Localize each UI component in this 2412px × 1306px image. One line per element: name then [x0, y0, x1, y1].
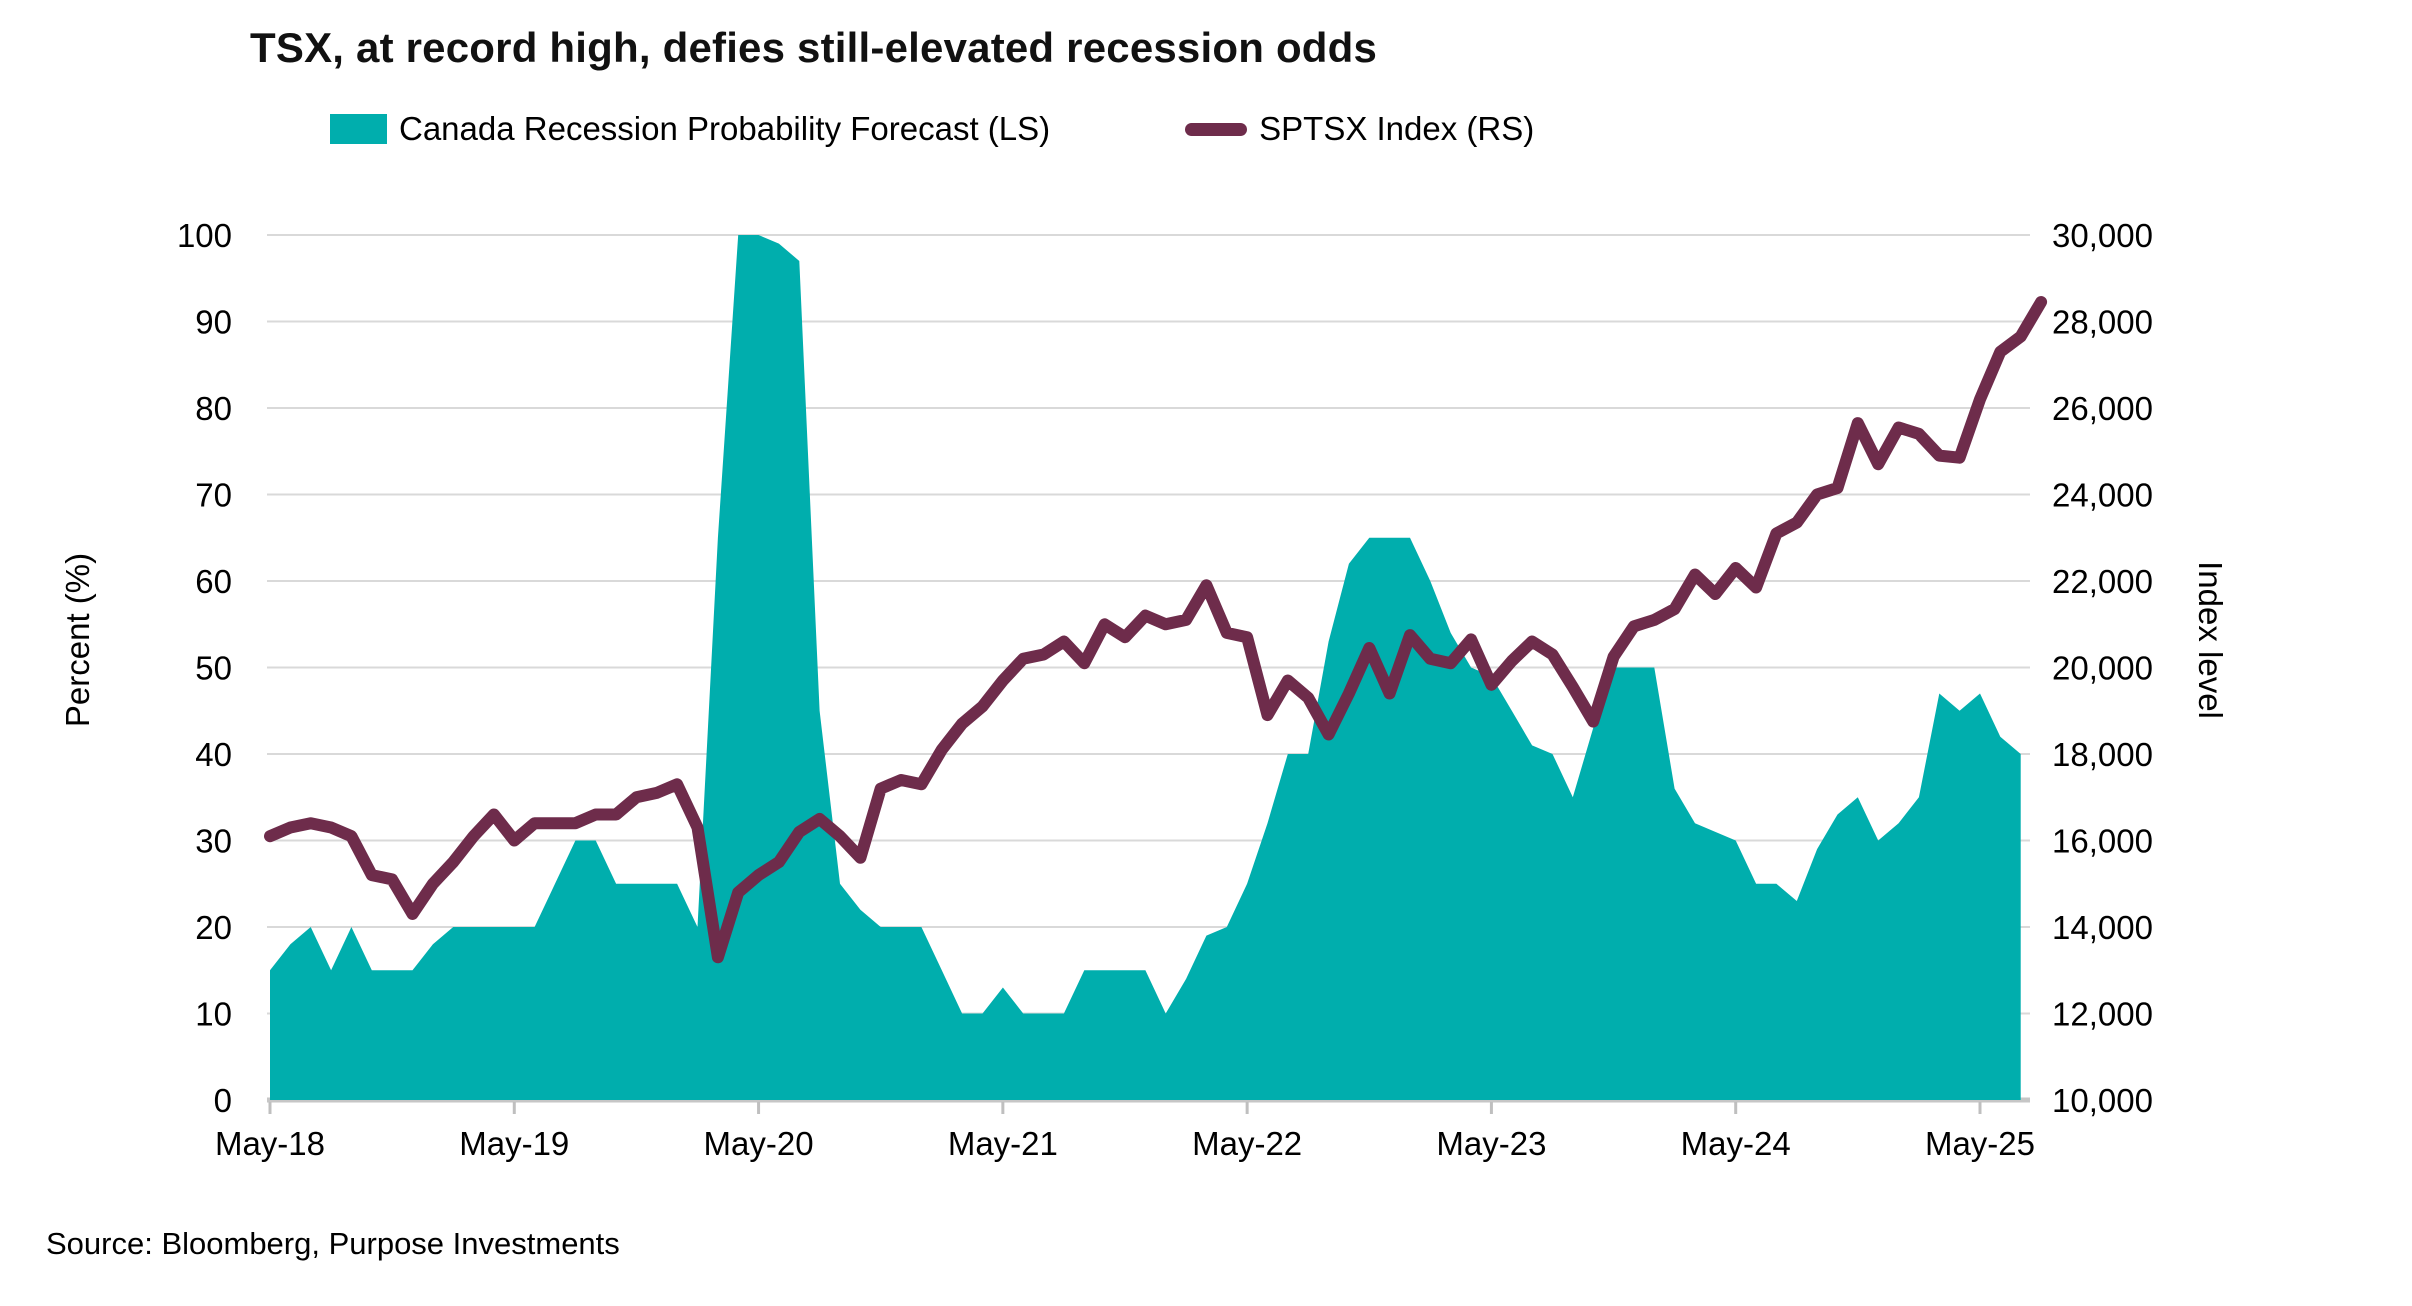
x-tick-label: May-19 — [459, 1125, 569, 1162]
y-tick-label-right: 18,000 — [2052, 736, 2153, 773]
x-tick-label: May-21 — [948, 1125, 1058, 1162]
legend-label-sptsx: SPTSX Index (RS) — [1259, 110, 1535, 147]
y-tick-label-left: 50 — [195, 650, 232, 687]
x-tick-label: May-24 — [1681, 1125, 1791, 1162]
x-tick-label: May-20 — [704, 1125, 814, 1162]
y-tick-label-left: 100 — [177, 217, 232, 254]
y-tick-label-left: 70 — [195, 477, 232, 514]
y-tick-label-left: 20 — [195, 909, 232, 946]
y-tick-label-left: 30 — [195, 823, 232, 860]
legend-item-recession: Canada Recession Probability Forecast (L… — [330, 110, 1050, 148]
y-tick-label-right: 10,000 — [2052, 1082, 2153, 1119]
x-tick-label: May-22 — [1192, 1125, 1302, 1162]
legend-swatch-recession-area — [330, 114, 387, 144]
y-tick-label-right: 12,000 — [2052, 996, 2153, 1033]
y-tick-label-left: 90 — [195, 304, 232, 341]
y-tick-label-right: 30,000 — [2052, 217, 2153, 254]
legend-label-recession: Canada Recession Probability Forecast (L… — [399, 110, 1051, 147]
y-tick-label-left: 10 — [195, 996, 232, 1033]
y-tick-label-left: 80 — [195, 390, 232, 427]
y-tick-label-right: 24,000 — [2052, 477, 2153, 514]
y-tick-label-right: 26,000 — [2052, 390, 2153, 427]
x-tick-label: May-18 — [215, 1125, 325, 1162]
y-tick-label-right: 28,000 — [2052, 304, 2153, 341]
y-axis-title-right: Index level — [2192, 561, 2229, 719]
legend-swatch-sptsx-line — [1185, 122, 1248, 136]
sptsx-line-series — [264, 296, 2048, 964]
y-tick-label-right: 14,000 — [2052, 909, 2153, 946]
y-tick-label-right: 20,000 — [2052, 650, 2153, 687]
source-note: Source: Bloomberg, Purpose Investments — [46, 1226, 620, 1261]
legend-item-sptsx: SPTSX Index (RS) — [1185, 110, 1534, 148]
x-tick-label: May-23 — [1436, 1125, 1546, 1162]
y-tick-label-right: 22,000 — [2052, 563, 2153, 600]
y-axis-title-left: Percent (%) — [59, 552, 96, 728]
y-tick-label-right: 16,000 — [2052, 823, 2153, 860]
x-tick-label: May-25 — [1925, 1125, 2035, 1162]
chart-title: TSX, at record high, defies still-elevat… — [250, 24, 1378, 71]
y-tick-label-left: 60 — [195, 563, 232, 600]
legend: Canada Recession Probability Forecast (L… — [330, 110, 1534, 148]
y-tick-label-left: 0 — [214, 1082, 232, 1119]
y-tick-label-left: 40 — [195, 736, 232, 773]
